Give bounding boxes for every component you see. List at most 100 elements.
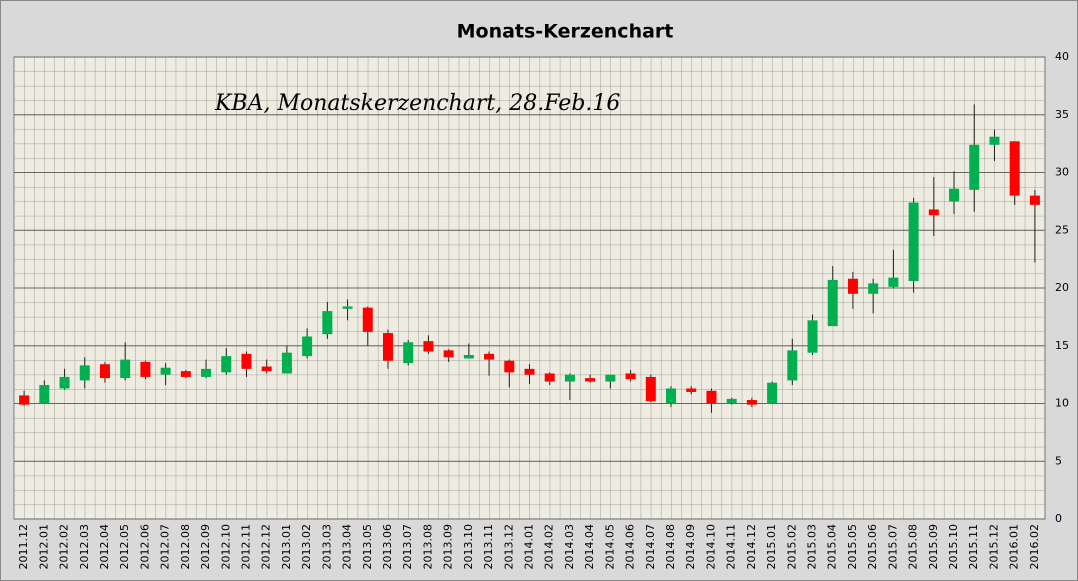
candle-body (706, 390, 717, 404)
x-tick-label: 2014.07 (644, 524, 657, 570)
candle-body (221, 356, 232, 373)
x-tick-label: 2013.01 (280, 524, 293, 570)
candle-body (969, 144, 980, 190)
x-tick-label: 2014.02 (543, 524, 556, 570)
x-tick-label: 2014.01 (523, 524, 536, 570)
x-tick-label: 2015.09 (927, 524, 940, 570)
x-tick-label: 2013.06 (381, 524, 394, 570)
chart-title: Monats-Kerzenchart (457, 21, 674, 43)
x-tick-label: 2015.01 (765, 524, 778, 570)
x-tick-label: 2013.05 (361, 524, 374, 570)
x-tick-label: 2014.11 (725, 524, 738, 570)
x-tick-label: 2012.11 (239, 524, 252, 570)
candle-body (908, 202, 919, 282)
candle-body (99, 364, 110, 379)
candle-body (241, 353, 252, 369)
x-tick-label: 2014.03 (563, 524, 576, 570)
x-tick-label: 2015.07 (886, 524, 899, 570)
x-tick-label: 2015.12 (987, 524, 1000, 570)
x-tick-label: 2013.09 (442, 524, 455, 570)
y-tick-label: 30 (1055, 166, 1069, 179)
candle-body (564, 374, 575, 382)
candle-body (949, 188, 960, 202)
x-tick-label: 2012.02 (58, 524, 71, 570)
candle-body (726, 398, 737, 404)
candle-body (767, 382, 778, 404)
x-tick-label: 2012.08 (179, 524, 192, 570)
x-tick-label: 2012.06 (138, 524, 151, 570)
candle-body (484, 353, 495, 360)
x-tick-label: 2011.12 (17, 524, 30, 570)
candle-body (39, 385, 50, 404)
candle-body (686, 388, 697, 392)
candle-body (463, 354, 474, 359)
x-tick-label: 2013.10 (462, 524, 475, 570)
candle-body (666, 388, 677, 404)
candle-body (79, 365, 90, 381)
y-tick-label: 0 (1055, 512, 1062, 525)
candle-body (504, 360, 515, 373)
candle-body (928, 209, 939, 216)
candle-body (19, 395, 30, 405)
candle-body (201, 368, 212, 377)
x-tick-label: 2015.02 (785, 524, 798, 570)
candle-body (160, 367, 171, 375)
x-tick-label: 2014.05 (603, 524, 616, 570)
candle-body (362, 307, 373, 332)
candle-body (302, 336, 313, 357)
candle-body (787, 350, 798, 381)
x-tick-label: 2012.07 (159, 524, 172, 570)
y-tick-label: 35 (1055, 108, 1069, 121)
candle-body (625, 373, 636, 380)
candle-body (524, 368, 535, 375)
x-tick-label: 2014.09 (684, 524, 697, 570)
x-tick-label: 2012.03 (78, 524, 91, 570)
candle-body (585, 378, 596, 382)
x-tick-label: 2015.10 (947, 524, 960, 570)
x-tick-label: 2013.12 (502, 524, 515, 570)
x-tick-label: 2012.01 (37, 524, 50, 570)
candle-body (261, 366, 272, 372)
y-tick-label: 15 (1055, 339, 1069, 352)
candle-body (1029, 195, 1040, 205)
x-tick-label: 2014.12 (745, 524, 758, 570)
y-tick-label: 5 (1055, 454, 1062, 467)
candle-body (281, 352, 292, 374)
y-tick-label: 10 (1055, 397, 1069, 410)
x-tick-label: 2012.12 (260, 524, 273, 570)
x-tick-label: 2015.03 (806, 524, 819, 570)
x-tick-label: 2013.11 (482, 524, 495, 570)
y-tick-label: 20 (1055, 281, 1069, 294)
x-tick-label: 2015.04 (826, 524, 839, 570)
candle-body (382, 333, 393, 361)
candle-body (544, 373, 555, 382)
x-tick-label: 2013.04 (341, 524, 354, 570)
x-tick-label: 2014.08 (664, 524, 677, 570)
x-tick-label: 2013.03 (320, 524, 333, 570)
y-tick-label: 40 (1055, 50, 1069, 63)
x-tick-label: 2015.08 (907, 524, 920, 570)
candle-body (827, 279, 838, 327)
candle-body (120, 359, 131, 379)
x-tick-label: 2012.09 (199, 524, 212, 570)
annotation: KBA, Monatskerzenchart, 28.Feb.16 (214, 91, 620, 116)
x-tick-label: 2013.07 (401, 524, 414, 570)
x-tick-label: 2016.01 (1008, 524, 1021, 570)
candle-body (1009, 141, 1020, 196)
candle-body (180, 371, 191, 377)
candle-body (989, 136, 1000, 145)
candle-body (59, 376, 70, 389)
candle-body (140, 361, 151, 377)
x-tick-label: 2014.06 (624, 524, 637, 570)
candle-body (342, 306, 353, 309)
candle-body (403, 342, 414, 364)
x-tick-label: 2013.08 (421, 524, 434, 570)
candle-body (868, 283, 879, 294)
x-tick-label: 2014.04 (583, 524, 596, 570)
y-tick-label: 25 (1055, 223, 1069, 236)
candle-body (645, 376, 656, 402)
x-tick-label: 2014.10 (704, 524, 717, 570)
candle-body (888, 277, 899, 287)
